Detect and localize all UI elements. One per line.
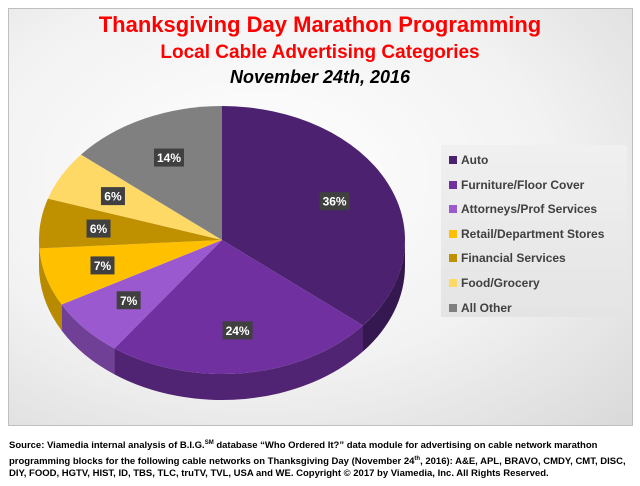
legend-swatch	[449, 254, 457, 263]
legend-swatch	[449, 303, 457, 312]
data-label: 14%	[157, 151, 181, 165]
chart-title: Thanksgiving Day Marathon Programming	[98, 12, 542, 37]
legend: Auto Furniture/Floor Cover Attorneys/Prof …	[441, 145, 627, 317]
pie-slice-food-grocery	[47, 154, 222, 240]
chart-subtitle: Local Cable Advertising Categories	[160, 42, 480, 63]
legend-label: Furniture/Floor Cover	[461, 177, 585, 192]
data-label: 7%	[94, 259, 112, 273]
legend-label: Attorneys/Prof Services	[461, 202, 598, 217]
legend-item: Furniture/Floor Cover	[449, 178, 584, 192]
pie-side-1	[114, 325, 364, 400]
legend-item: Auto	[449, 153, 488, 167]
source-th: th	[414, 455, 421, 462]
pie-slice-retail-department-stores	[39, 240, 222, 305]
pie-side-0	[363, 240, 405, 352]
legend-label: Financial Services	[461, 251, 566, 266]
data-label-box	[319, 192, 350, 211]
legend-item: Financial Services	[449, 251, 566, 265]
legend-swatch	[449, 279, 457, 287]
pie-side-3	[39, 248, 62, 331]
source-sm: SM	[204, 440, 214, 446]
legend-label: Retail/Department Stores	[461, 226, 605, 241]
pie-chart: 36% 24% 7% 7% 6% 6% 14%	[39, 106, 405, 400]
pie-slice-all-other	[80, 106, 222, 240]
legend-label: Food/Grocery	[461, 276, 540, 290]
data-label: 6%	[104, 190, 122, 204]
data-label: 24%	[226, 324, 250, 338]
legend-label: Auto	[461, 153, 489, 167]
pie-slice-financial-services	[39, 198, 222, 249]
data-label-box	[154, 148, 185, 167]
pie-slice-attorneys-prof-services	[61, 240, 222, 349]
data-label: 6%	[90, 222, 108, 236]
legend-item: All Other	[449, 301, 512, 315]
legend-swatch	[449, 156, 457, 164]
data-label-box	[116, 291, 141, 310]
legend-item: Attorneys/Prof Services	[449, 202, 597, 216]
pie-slice-furniture-floor-cover	[114, 240, 364, 374]
legend-swatch	[449, 205, 457, 214]
legend-swatch	[449, 229, 457, 238]
legend-label: All Other	[461, 300, 512, 315]
legend-swatch	[449, 180, 457, 189]
data-label: 7%	[120, 294, 138, 308]
chart-date: November 24th, 2016	[229, 67, 411, 87]
legend-item: Food/Grocery	[449, 276, 540, 290]
data-label: 36%	[323, 195, 347, 209]
data-label-box	[86, 219, 111, 238]
legend-item: Retail/Department Stores	[449, 227, 604, 241]
data-label-box	[100, 187, 125, 206]
source-note: Source: Viamedia internal analysis of B.…	[9, 437, 634, 481]
source-text: , 2016): A&E, APL, BRAVO, CMDY, CMT, DIS…	[9, 455, 626, 480]
source-text: Source: Viamedia internal analysis of B.…	[9, 440, 205, 452]
data-label-box	[90, 256, 115, 275]
pie-slice-auto	[222, 106, 405, 326]
data-label-box	[222, 321, 253, 340]
source-text: database “Who Ordered It?” data module f…	[9, 440, 598, 467]
pie-side-2	[61, 304, 115, 375]
